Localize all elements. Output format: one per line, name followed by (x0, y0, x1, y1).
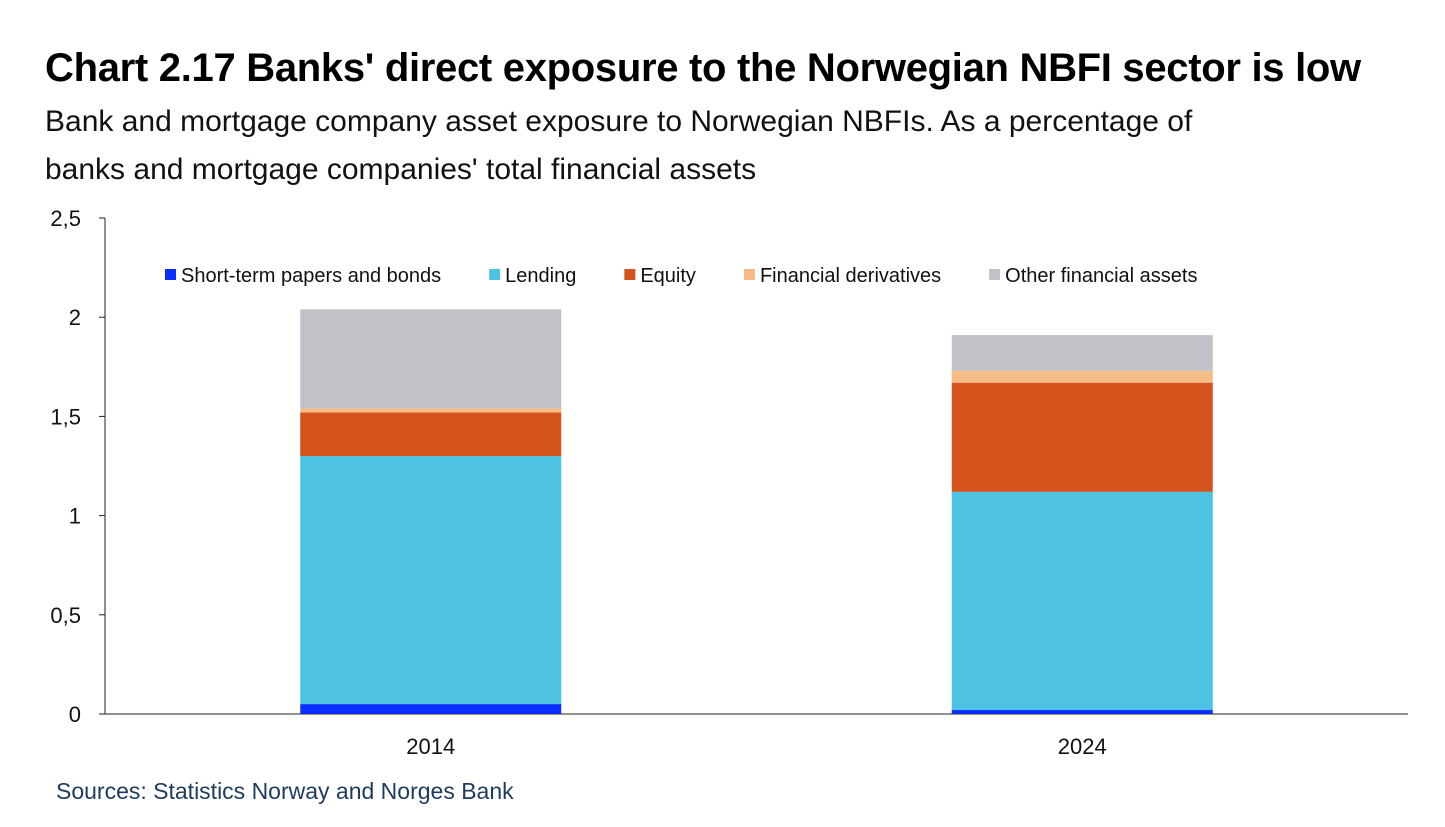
x-axis: 2014 2024 (105, 713, 1408, 759)
legend-label: Equity (640, 265, 696, 287)
chart-subtitle: Bank and mortgage company asset exposure… (45, 105, 1193, 186)
y-axis: 0 0,5 1 1,5 2 2,5 (50, 206, 106, 727)
bar-segment (300, 309, 562, 409)
legend: Short-term papers and bonds Lending Equity… (165, 265, 1197, 287)
bar-segment (951, 382, 1213, 492)
legend-item: Equity (624, 265, 696, 287)
legend-swatch (624, 269, 636, 280)
legend-swatch (743, 269, 755, 280)
legend-label: Lending (505, 265, 576, 287)
legend-item: Lending (489, 265, 576, 287)
bars (300, 309, 1213, 714)
bar-segment (300, 704, 562, 714)
y-tick-label: 2 (69, 305, 81, 330)
legend-swatch (489, 269, 501, 280)
bar-segment (951, 491, 1213, 711)
legend-label: Other financial assets (1005, 265, 1197, 287)
legend-item: Other financial assets (989, 265, 1197, 287)
x-tick-label: 2024 (1058, 734, 1107, 759)
y-tick-label: 0,5 (50, 603, 81, 628)
legend-label: Financial derivatives (760, 265, 941, 287)
bar-segment (300, 408, 562, 413)
bar-segment (300, 412, 562, 457)
bar-segment (951, 335, 1213, 371)
stacked-bar-chart: 0 0,5 1 1,5 2 2,5 2014 2024 Short-term papers … (50, 206, 1408, 759)
x-tick-label: 2014 (406, 734, 455, 759)
legend-swatch (989, 269, 1001, 280)
y-tick-label: 2,5 (50, 206, 81, 231)
bar-segment (951, 370, 1213, 383)
legend-item: Financial derivatives (743, 265, 941, 287)
y-tick-label: 1,5 (50, 404, 81, 429)
legend-swatch (165, 269, 176, 280)
bar-segment (951, 710, 1213, 714)
y-tick-label: 1 (69, 504, 81, 529)
chart-title: Chart 2.17 Banks' direct exposure to the… (45, 46, 1361, 90)
legend-item: Short-term papers and bonds (165, 265, 441, 287)
legend-label: Short-term papers and bonds (181, 265, 441, 287)
bar-segment (300, 456, 562, 705)
y-tick-label: 0 (69, 702, 81, 727)
source-note: Sources: Statistics Norway and Norges Ba… (56, 778, 514, 804)
